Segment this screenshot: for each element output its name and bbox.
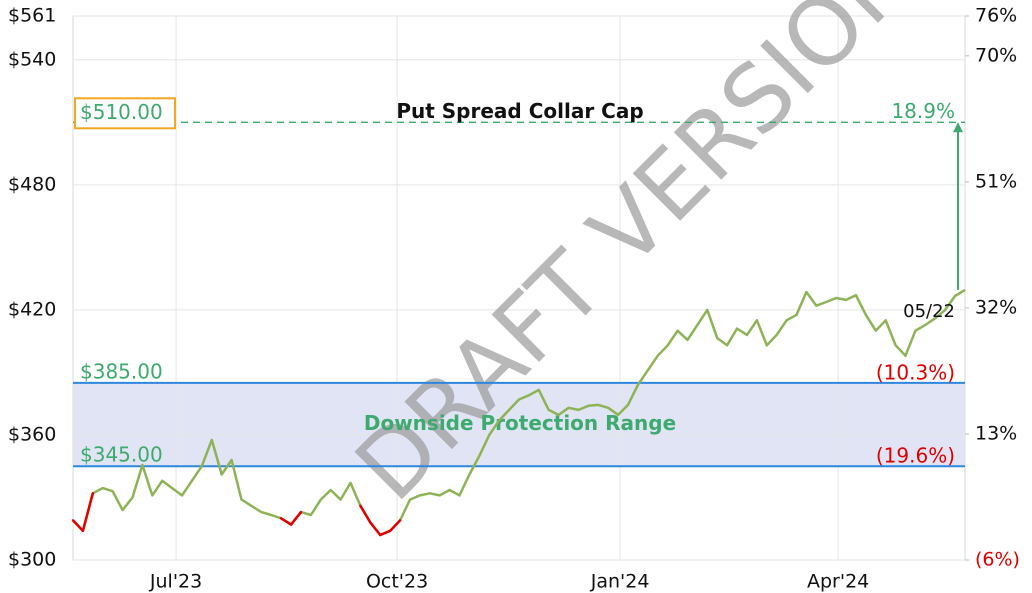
x-tick-label: Oct'23 (366, 571, 428, 593)
y2-tick-label: 32% (975, 296, 1017, 318)
x-tick-label: Jul'23 (149, 571, 202, 593)
last-date-label: 05/22 (903, 301, 955, 322)
x-tick-label: Apr'24 (807, 571, 869, 593)
cap-arrow-head (953, 122, 963, 133)
cap-title: Put Spread Collar Cap (396, 99, 643, 123)
below-segment (369, 521, 382, 537)
y-tick-label: $360 (8, 423, 56, 445)
range-price-label: $345.00 (80, 443, 163, 467)
cap-price-label: $510.00 (80, 100, 163, 124)
range-pct-label: (10.3%) (876, 360, 955, 384)
y2-tick-label: 51% (975, 170, 1017, 192)
x-tick-label: Jan'24 (590, 571, 650, 593)
range-pct-label: (19.6%) (876, 444, 955, 468)
y-tick-label: $420 (8, 298, 56, 320)
cap-price-box (74, 97, 176, 130)
y2-tick-label: (6%) (975, 549, 1020, 571)
plot-area (72, 15, 966, 561)
y-tick-label: $561 (8, 5, 56, 27)
below-segment (289, 510, 303, 526)
range-title: Downside Protection Range (364, 411, 676, 435)
y2-tick-label: 76% (975, 5, 1017, 27)
y2-tick-label: 70% (975, 44, 1017, 66)
price-line (72, 288, 966, 537)
below-segment (359, 504, 372, 524)
below-segment (378, 529, 392, 537)
y-tick-label: $540 (8, 48, 56, 70)
below-segment (81, 492, 95, 533)
y-tick-label: $300 (8, 549, 56, 571)
range-price-label: $385.00 (80, 359, 163, 383)
protection-band (73, 382, 965, 467)
cap-pct-label: 18.9% (891, 99, 955, 123)
below-segment (388, 519, 402, 533)
below-segment (71, 519, 85, 533)
below-segment (279, 517, 293, 526)
y-tick-label: $480 (8, 173, 56, 195)
y2-tick-label: 13% (975, 422, 1017, 444)
